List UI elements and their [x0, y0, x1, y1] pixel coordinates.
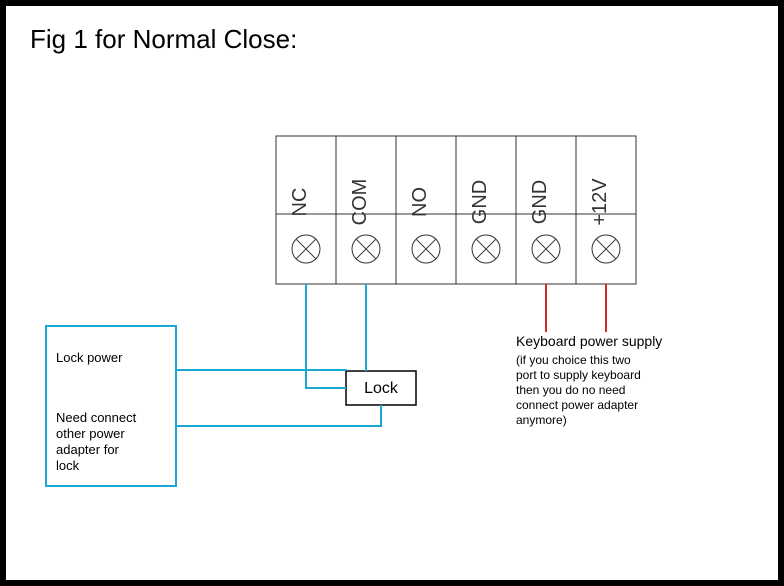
diagram-frame: Fig 1 for Normal Close: NC COM NO GND GND +12… [0, 0, 784, 586]
keyboard-note-body: (if you choice this two [516, 353, 631, 367]
diagram-title: Fig 1 for Normal Close: [30, 24, 297, 55]
terminal-label-gnd: GND [529, 180, 551, 224]
wire-power-to-lock-top [176, 370, 346, 371]
terminal-label-com: COM [349, 179, 371, 226]
lock-power-label: Lock power [56, 350, 123, 365]
lock-power-note: adapter for [56, 442, 120, 457]
wire-power-to-lock-bottom [176, 405, 381, 426]
keyboard-note-title: Keyboard power supply [516, 333, 662, 349]
terminal-label-12v: +12V [589, 178, 611, 226]
terminal-label-gnd: GND [469, 180, 491, 224]
keyboard-note-body: anymore) [516, 413, 567, 427]
keyboard-note-body: port to supply keyboard [516, 368, 641, 382]
terminal-label-no: NO [409, 187, 431, 217]
keyboard-note-body: then you do no need [516, 383, 625, 397]
lock-power-note: lock [56, 458, 80, 473]
lock-power-note: other power [56, 426, 125, 441]
keyboard-note-body: connect power adapter [516, 398, 638, 412]
lock-power-note: Need connect [56, 410, 137, 425]
lock-label: Lock [364, 380, 399, 397]
terminal-label-nc: NC [289, 188, 311, 217]
wire-nc-to-lock [306, 284, 346, 388]
diagram-canvas: NC COM NO GND GND +12V Lock Lock power Need conn… [6, 6, 778, 580]
